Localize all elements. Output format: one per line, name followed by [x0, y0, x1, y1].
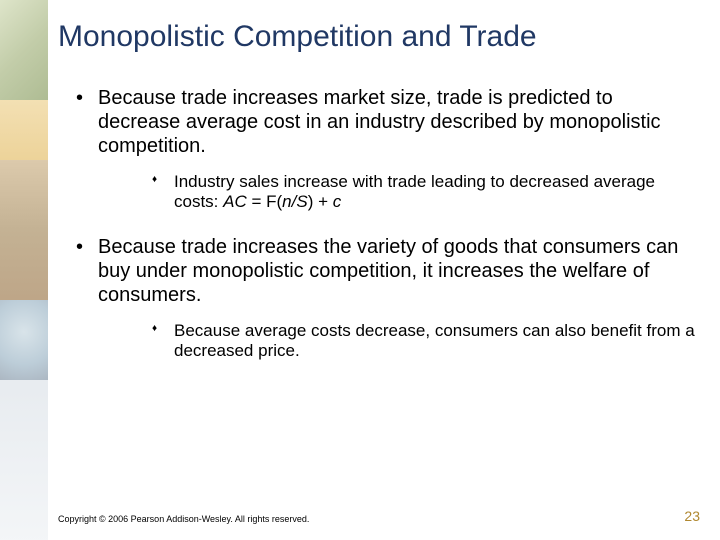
sub-list-2: Because average costs decrease, consumer…: [98, 321, 698, 362]
sub-bullet-2: Because average costs decrease, consumer…: [152, 321, 698, 362]
sidebar-globe-image: [0, 300, 48, 380]
sidebar-texture-mid1: [0, 100, 48, 160]
sidebar-texture-top: [0, 0, 48, 100]
slide-content: Monopolistic Competition and Trade Becau…: [58, 20, 698, 520]
formula-c: c: [333, 192, 342, 211]
formula-eq: = F(: [247, 192, 282, 211]
sub-2-text: Because average costs decrease, consumer…: [174, 321, 695, 360]
bullet-1: Because trade increases market size, tra…: [76, 86, 698, 213]
main-bullet-list: Because trade increases market size, tra…: [58, 86, 698, 362]
sub-bullet-1: Industry sales increase with trade leadi…: [152, 172, 698, 213]
bullet-2: Because trade increases the variety of g…: [76, 235, 698, 362]
formula-ns: n/S: [282, 192, 308, 211]
formula-ac: AC: [223, 192, 247, 211]
sub-list-1: Industry sales increase with trade leadi…: [98, 172, 698, 213]
bullet-2-text: Because trade increases the variety of g…: [98, 236, 678, 306]
bullet-1-text: Because trade increases market size, tra…: [98, 87, 661, 157]
page-number: 23: [684, 508, 700, 524]
sidebar-texture-mid2: [0, 160, 48, 300]
copyright-text: Copyright © 2006 Pearson Addison-Wesley.…: [58, 514, 309, 524]
formula-end: ) +: [308, 192, 333, 211]
slide-title: Monopolistic Competition and Trade: [58, 20, 698, 54]
sidebar-texture-bottom: [0, 380, 48, 540]
decorative-sidebar: [0, 0, 48, 540]
